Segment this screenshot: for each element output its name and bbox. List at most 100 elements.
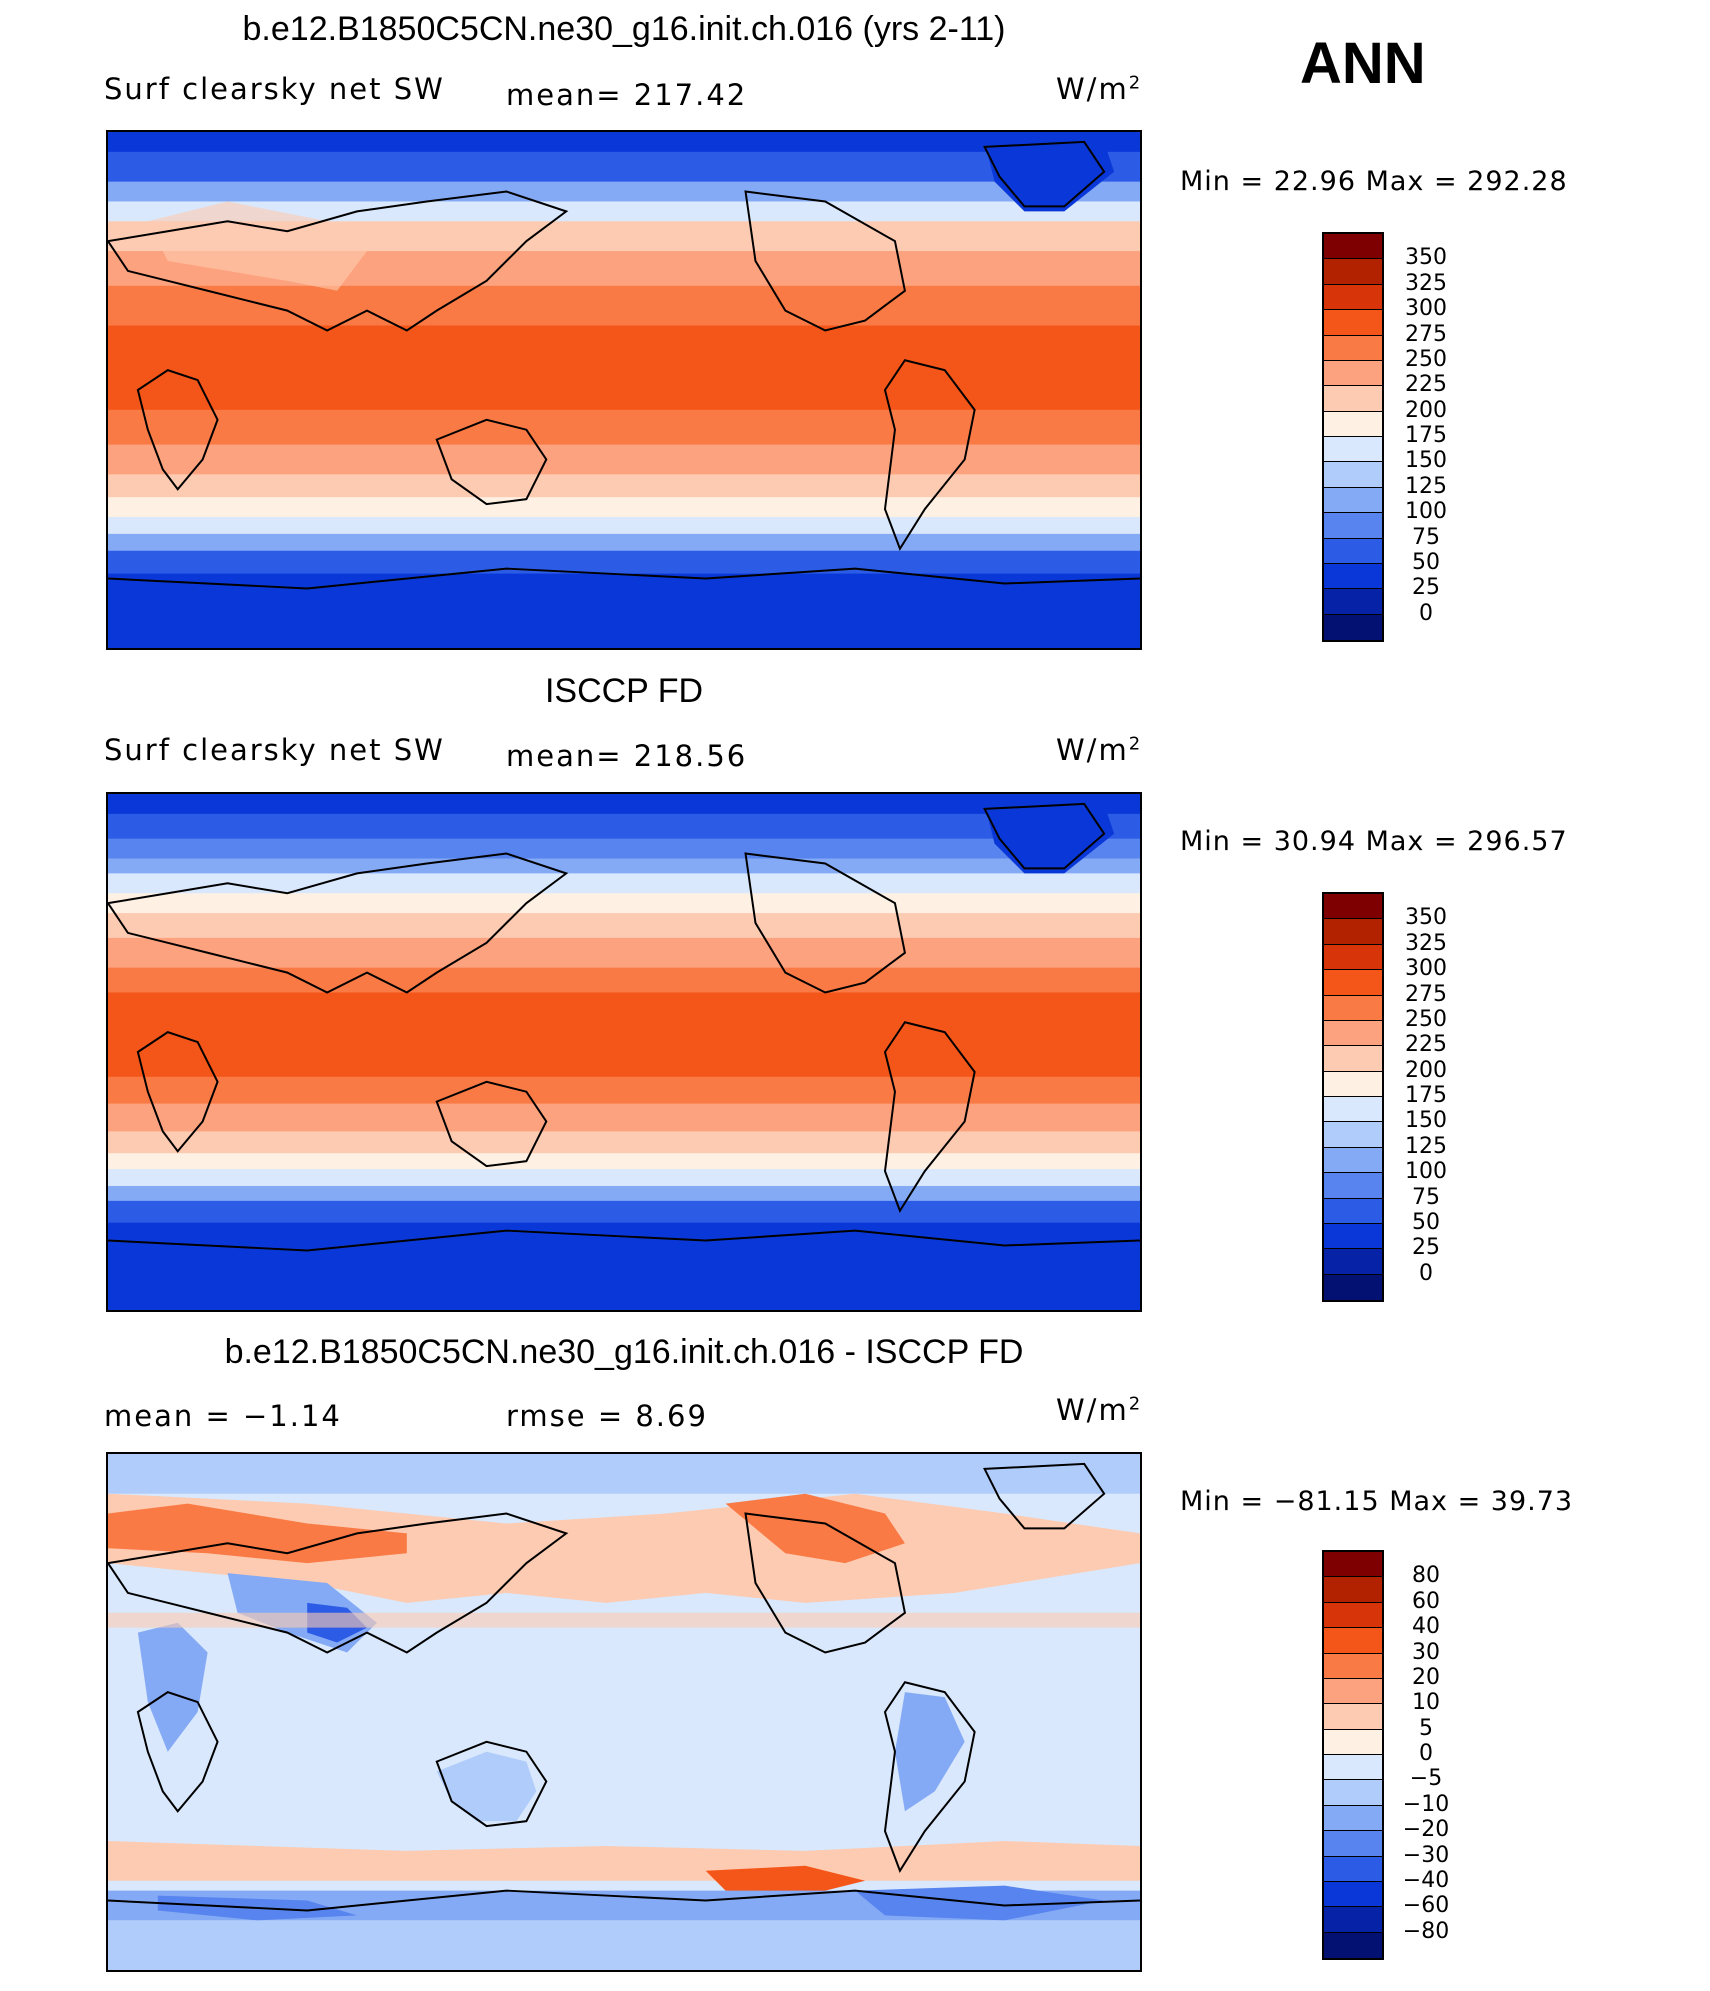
map-model-field bbox=[108, 132, 1140, 648]
units-text: W/m bbox=[1056, 733, 1129, 767]
colorbar-swatch bbox=[1324, 386, 1382, 412]
colorbar-tick-label: 125 bbox=[1405, 1133, 1447, 1159]
units-label-diff: W/m2 bbox=[1056, 1393, 1142, 1427]
colorbar-swatch bbox=[1324, 437, 1382, 463]
colorbar-swatch bbox=[1324, 513, 1382, 539]
colorbar-swatch bbox=[1324, 1729, 1382, 1755]
panel-title-obs: ISCCP FD bbox=[544, 672, 704, 710]
colorbar-swatch bbox=[1324, 411, 1382, 437]
panel-title-model: b.e12.B1850C5CN.ne30_g16.init.ch.016 (yr… bbox=[242, 10, 1006, 48]
colorbar-tick-label: 150 bbox=[1405, 1108, 1447, 1134]
colorbar-model bbox=[1322, 232, 1384, 642]
colorbar-tick-label: 275 bbox=[1405, 321, 1447, 347]
colorbar-swatch bbox=[1324, 1831, 1382, 1857]
colorbar-tick-label: 225 bbox=[1405, 1032, 1447, 1058]
colorbar-swatch bbox=[1324, 259, 1382, 285]
colorbar-swatch bbox=[1324, 462, 1382, 488]
rmse-label-diff: rmse = 8.69 bbox=[506, 1399, 708, 1433]
colorbar-swatch bbox=[1324, 1780, 1382, 1806]
colorbar-tick-label: −80 bbox=[1402, 1918, 1450, 1944]
colorbar-swatch bbox=[1324, 1602, 1382, 1629]
colorbar-tick-label: 100 bbox=[1405, 499, 1447, 525]
minmax-diff: Min = −81.15 Max = 39.73 bbox=[1180, 1486, 1574, 1517]
colorbar-tick-label: 225 bbox=[1405, 372, 1447, 398]
colorbar-swatch bbox=[1324, 1628, 1382, 1654]
colorbar-swatch bbox=[1324, 234, 1382, 260]
units-superscript: 2 bbox=[1128, 72, 1143, 94]
colorbar-tick-label: 30 bbox=[1412, 1639, 1440, 1665]
colorbar-tick-label: 5 bbox=[1419, 1715, 1433, 1741]
colorbar-swatch bbox=[1324, 1552, 1382, 1578]
colorbar-swatch bbox=[1324, 563, 1382, 590]
colorbar-swatch bbox=[1324, 1907, 1382, 1933]
colorbar-obs bbox=[1322, 892, 1384, 1302]
colorbar-swatch bbox=[1324, 614, 1382, 640]
colorbar-swatch bbox=[1324, 310, 1382, 336]
colorbar-tick-label: 50 bbox=[1412, 549, 1440, 575]
units-text: W/m bbox=[1056, 72, 1129, 106]
mean-label-model: mean= 217.42 bbox=[506, 78, 748, 112]
colorbar-swatch bbox=[1324, 919, 1382, 945]
colorbar-tick-label: 0 bbox=[1419, 600, 1433, 626]
colorbar-tick-label: 275 bbox=[1405, 981, 1447, 1007]
variable-label-model: Surf clearsky net SW bbox=[104, 72, 445, 106]
colorbar-swatch bbox=[1324, 360, 1382, 387]
colorbar-tick-label: 100 bbox=[1405, 1159, 1447, 1185]
colorbar-swatch bbox=[1324, 1805, 1382, 1832]
minmax-obs: Min = 30.94 Max = 296.57 bbox=[1180, 826, 1568, 857]
colorbar-swatch bbox=[1324, 1577, 1382, 1603]
mean-label-obs: mean= 218.56 bbox=[506, 739, 748, 773]
colorbar-swatch bbox=[1324, 995, 1382, 1021]
colorbar-tick-label: 250 bbox=[1405, 1006, 1447, 1032]
colorbar-tick-label: 350 bbox=[1405, 905, 1447, 931]
units-label-model: W/m2 bbox=[1056, 72, 1142, 106]
colorbar-swatch bbox=[1324, 1704, 1382, 1730]
colorbar-swatch bbox=[1324, 1249, 1382, 1275]
colorbar-tick-label: 10 bbox=[1412, 1690, 1440, 1716]
colorbar-tick-label: 0 bbox=[1419, 1741, 1433, 1766]
colorbar-tick-label: 60 bbox=[1412, 1588, 1440, 1614]
colorbar-diff bbox=[1322, 1550, 1384, 1960]
colorbar-swatch bbox=[1324, 589, 1382, 615]
map-obs-field bbox=[108, 794, 1140, 1310]
colorbar-swatch bbox=[1324, 335, 1382, 361]
colorbar-tick-label: −5 bbox=[1409, 1766, 1443, 1792]
colorbar-tick-label: −20 bbox=[1402, 1817, 1450, 1843]
colorbar-tick-label: −10 bbox=[1402, 1791, 1450, 1817]
colorbar-tick-label: 75 bbox=[1412, 1184, 1440, 1210]
colorbar-swatch bbox=[1324, 1071, 1382, 1097]
minmax-model: Min = 22.96 Max = 292.28 bbox=[1180, 166, 1568, 197]
colorbar-swatch bbox=[1324, 1046, 1382, 1072]
colorbar-swatch bbox=[1324, 1678, 1382, 1705]
colorbar-tick-label: 350 bbox=[1405, 245, 1447, 271]
units-text: W/m bbox=[1056, 1393, 1129, 1427]
colorbar-tick-label: 0 bbox=[1419, 1260, 1433, 1286]
colorbar-tick-label: −40 bbox=[1402, 1867, 1450, 1893]
colorbar-tick-label: 50 bbox=[1412, 1209, 1440, 1235]
units-label-obs: W/m2 bbox=[1056, 733, 1142, 767]
colorbar-tick-label: −60 bbox=[1402, 1893, 1450, 1919]
colorbar-tick-label: 80 bbox=[1412, 1563, 1440, 1589]
panel-title-diff: b.e12.B1850C5CN.ne30_g16.init.ch.016 - I… bbox=[224, 1333, 1024, 1371]
colorbar-tick-label: 300 bbox=[1405, 956, 1447, 982]
variable-label-obs: Surf clearsky net SW bbox=[104, 733, 445, 767]
colorbar-swatch bbox=[1324, 1173, 1382, 1199]
colorbar-tick-label: 150 bbox=[1405, 448, 1447, 474]
map-model bbox=[106, 130, 1142, 650]
colorbar-tick-label: 325 bbox=[1405, 930, 1447, 956]
colorbar-swatch bbox=[1324, 1653, 1382, 1679]
units-superscript: 2 bbox=[1128, 733, 1143, 755]
colorbar-tick-label: 125 bbox=[1405, 473, 1447, 499]
colorbar-swatch bbox=[1324, 1147, 1382, 1174]
units-superscript: 2 bbox=[1128, 1393, 1143, 1415]
colorbar-swatch bbox=[1324, 1223, 1382, 1250]
colorbar-swatch bbox=[1324, 487, 1382, 514]
colorbar-tick-label: 175 bbox=[1405, 423, 1447, 448]
colorbar-swatch bbox=[1324, 284, 1382, 311]
colorbar-tick-label: 250 bbox=[1405, 346, 1447, 372]
colorbar-tick-label: 300 bbox=[1405, 296, 1447, 322]
colorbar-tick-label: 25 bbox=[1412, 575, 1440, 601]
colorbar-tick-label: 200 bbox=[1405, 1057, 1447, 1083]
colorbar-swatch bbox=[1324, 970, 1382, 996]
colorbar-tick-label: 175 bbox=[1405, 1083, 1447, 1108]
